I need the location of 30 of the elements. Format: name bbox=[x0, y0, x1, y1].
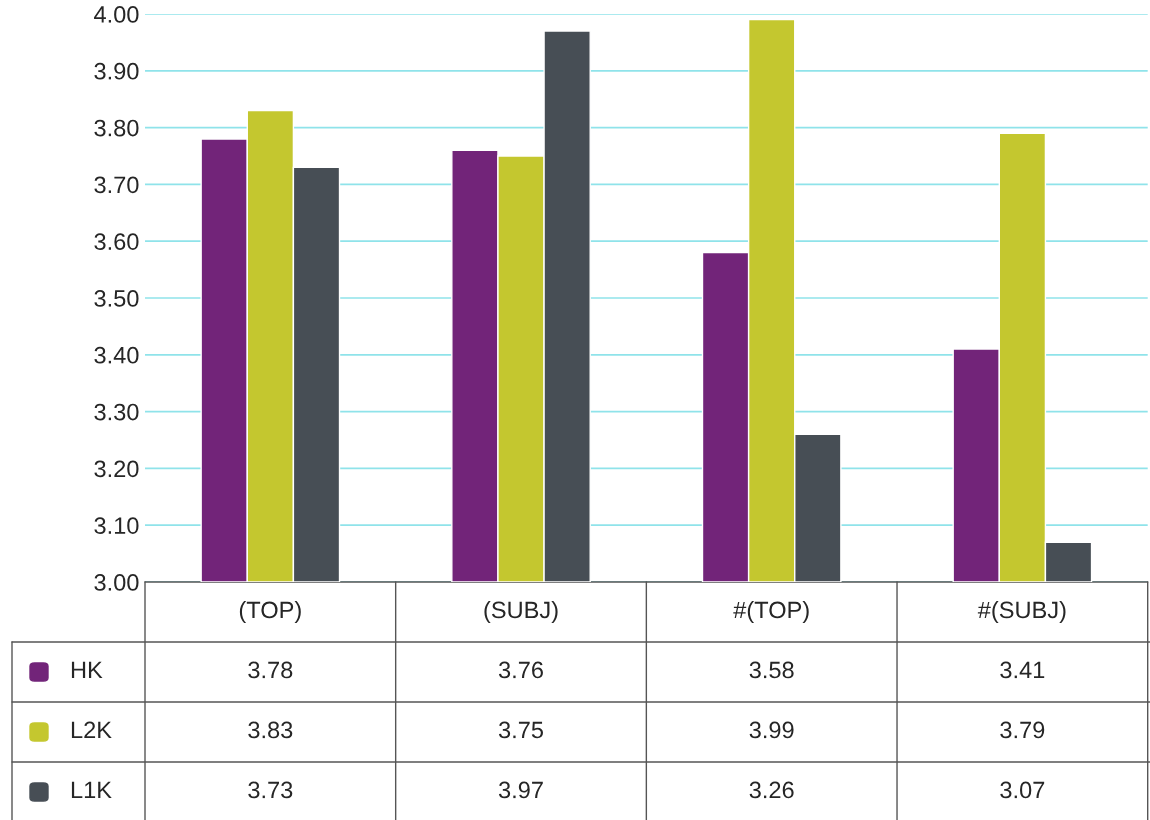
x-tick-label: (TOP) bbox=[239, 600, 301, 623]
y-tick-label: 3.30 bbox=[94, 403, 139, 421]
data-label: 3.41 bbox=[1000, 661, 1045, 679]
data-label: 3.73 bbox=[248, 781, 293, 799]
legend-label: L1K bbox=[71, 781, 112, 799]
y-tick-label: 3.10 bbox=[94, 517, 139, 534]
x-tick-label: #(TOP) bbox=[733, 600, 809, 623]
data-label: 3.83 bbox=[248, 721, 293, 739]
data-label: 3.26 bbox=[749, 781, 794, 799]
legend-label: L2K bbox=[71, 721, 112, 739]
y-tick-label: 3.20 bbox=[94, 460, 139, 478]
legend-label: HK bbox=[71, 661, 103, 679]
y-tick-label: 3.50 bbox=[94, 290, 139, 307]
data-label: 3.75 bbox=[498, 721, 543, 739]
data-label: 3.78 bbox=[248, 661, 293, 679]
data-label: 3.58 bbox=[749, 661, 794, 679]
y-tick-label: 3.70 bbox=[94, 176, 139, 194]
data-label: 3.97 bbox=[498, 781, 543, 799]
data-label: 3.07 bbox=[1000, 781, 1045, 799]
y-tick-label: 3.40 bbox=[94, 346, 139, 364]
data-label: 3.99 bbox=[749, 721, 794, 739]
data-label: 3.76 bbox=[498, 661, 543, 679]
x-tick-label: (SUBJ) bbox=[484, 600, 558, 623]
y-tick-label: 3.80 bbox=[94, 119, 139, 137]
data-label: 3.79 bbox=[1000, 721, 1045, 739]
y-tick-label: 3.00 bbox=[94, 574, 139, 591]
y-tick-label: 3.60 bbox=[94, 233, 139, 250]
x-tick-label: #(SUBJ) bbox=[977, 600, 1066, 623]
y-tick-label: 3.90 bbox=[94, 62, 139, 80]
y-tick-label: 4.00 bbox=[94, 6, 139, 23]
